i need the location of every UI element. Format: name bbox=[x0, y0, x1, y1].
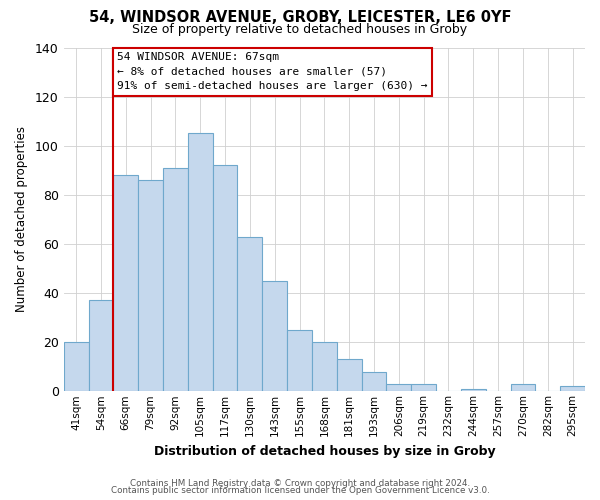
Bar bbox=[386, 384, 411, 392]
Bar bbox=[212, 166, 238, 392]
Text: 54, WINDSOR AVENUE, GROBY, LEICESTER, LE6 0YF: 54, WINDSOR AVENUE, GROBY, LEICESTER, LE… bbox=[89, 10, 511, 25]
Text: Size of property relative to detached houses in Groby: Size of property relative to detached ho… bbox=[133, 22, 467, 36]
Y-axis label: Number of detached properties: Number of detached properties bbox=[15, 126, 28, 312]
Bar bbox=[337, 360, 362, 392]
Bar bbox=[411, 384, 436, 392]
Bar bbox=[163, 168, 188, 392]
Bar bbox=[113, 175, 138, 392]
Bar bbox=[238, 236, 262, 392]
Bar bbox=[64, 342, 89, 392]
Bar bbox=[560, 386, 585, 392]
Text: Contains public sector information licensed under the Open Government Licence v3: Contains public sector information licen… bbox=[110, 486, 490, 495]
Bar bbox=[262, 281, 287, 392]
Bar bbox=[89, 300, 113, 392]
Bar bbox=[461, 389, 486, 392]
Bar bbox=[188, 134, 212, 392]
X-axis label: Distribution of detached houses by size in Groby: Distribution of detached houses by size … bbox=[154, 444, 495, 458]
Bar bbox=[312, 342, 337, 392]
Bar bbox=[511, 384, 535, 392]
Bar bbox=[362, 372, 386, 392]
Text: Contains HM Land Registry data © Crown copyright and database right 2024.: Contains HM Land Registry data © Crown c… bbox=[130, 478, 470, 488]
Text: 54 WINDSOR AVENUE: 67sqm
← 8% of detached houses are smaller (57)
91% of semi-de: 54 WINDSOR AVENUE: 67sqm ← 8% of detache… bbox=[117, 52, 428, 91]
Bar bbox=[287, 330, 312, 392]
Bar bbox=[138, 180, 163, 392]
